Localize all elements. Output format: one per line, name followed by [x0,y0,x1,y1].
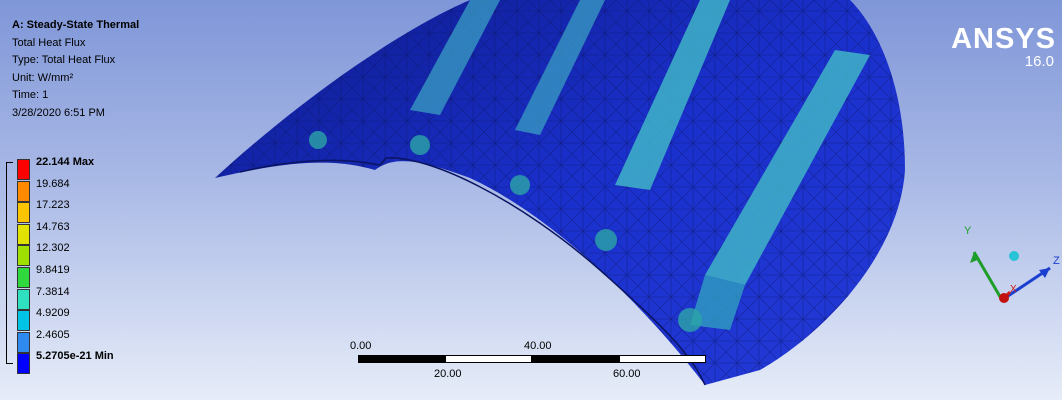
legend-label: 9.8419 [36,264,70,276]
scale-segment [619,355,706,363]
logo-brand: ANSYS [951,23,1056,55]
legend-swatch [17,353,30,375]
shell-model [215,0,905,386]
legend-swatch [17,223,30,245]
result-time: Time: 1 [12,89,49,101]
legend-label: 14.763 [36,220,70,233]
logo-version: 16.0 [1024,53,1054,70]
legend-label: 7.3814 [36,285,70,298]
legend-swatch [17,288,30,310]
axis-x-label: X [1010,284,1017,295]
legend-bracket [6,162,13,364]
analysis-title: A: Steady-State Thermal [12,19,140,31]
result-timestamp: 3/28/2020 6:51 PM [12,106,105,119]
legend-label: 19.684 [36,177,70,190]
result-unit: Unit: W/mm² [12,71,74,84]
legend-swatch [17,245,30,267]
scale-segment [358,355,445,363]
legend-swatch [17,331,30,353]
axis-z-label: Z [1053,255,1060,267]
legend-swatch [17,267,30,288]
legend-label: 2.4605 [36,328,70,341]
scale-tick-40: 40.00 [524,340,552,352]
scale-tick-20: 20.00 [434,368,462,380]
legend-swatch [17,180,30,202]
legend-label: 5.2705e-21 Min [36,350,114,363]
result-name: Total Heat Flux [12,36,86,49]
legend-swatch [17,310,30,332]
axis-triad[interactable]: Y Z X [960,222,1062,314]
axis-y-label: Y [964,225,972,237]
legend-swatch [17,202,30,224]
legend-label: 4.9209 [36,307,70,320]
scale-tick-60: 60.00 [613,368,641,380]
legend-swatch [17,159,30,180]
result-type: Type: Total Heat Flux [12,54,116,66]
legend-label: 17.223 [36,199,70,212]
scale-segment [445,355,532,363]
scale-segment [532,355,619,363]
ansys-logo: ANSYS 16.0 [951,24,1056,70]
scale-tick-0: 0.00 [350,340,372,352]
legend-label: 22.144 Max [36,156,95,168]
legend-label: 12.302 [36,242,70,255]
result-info-panel: A: Steady-State Thermal Total Heat Flux … [12,17,139,122]
